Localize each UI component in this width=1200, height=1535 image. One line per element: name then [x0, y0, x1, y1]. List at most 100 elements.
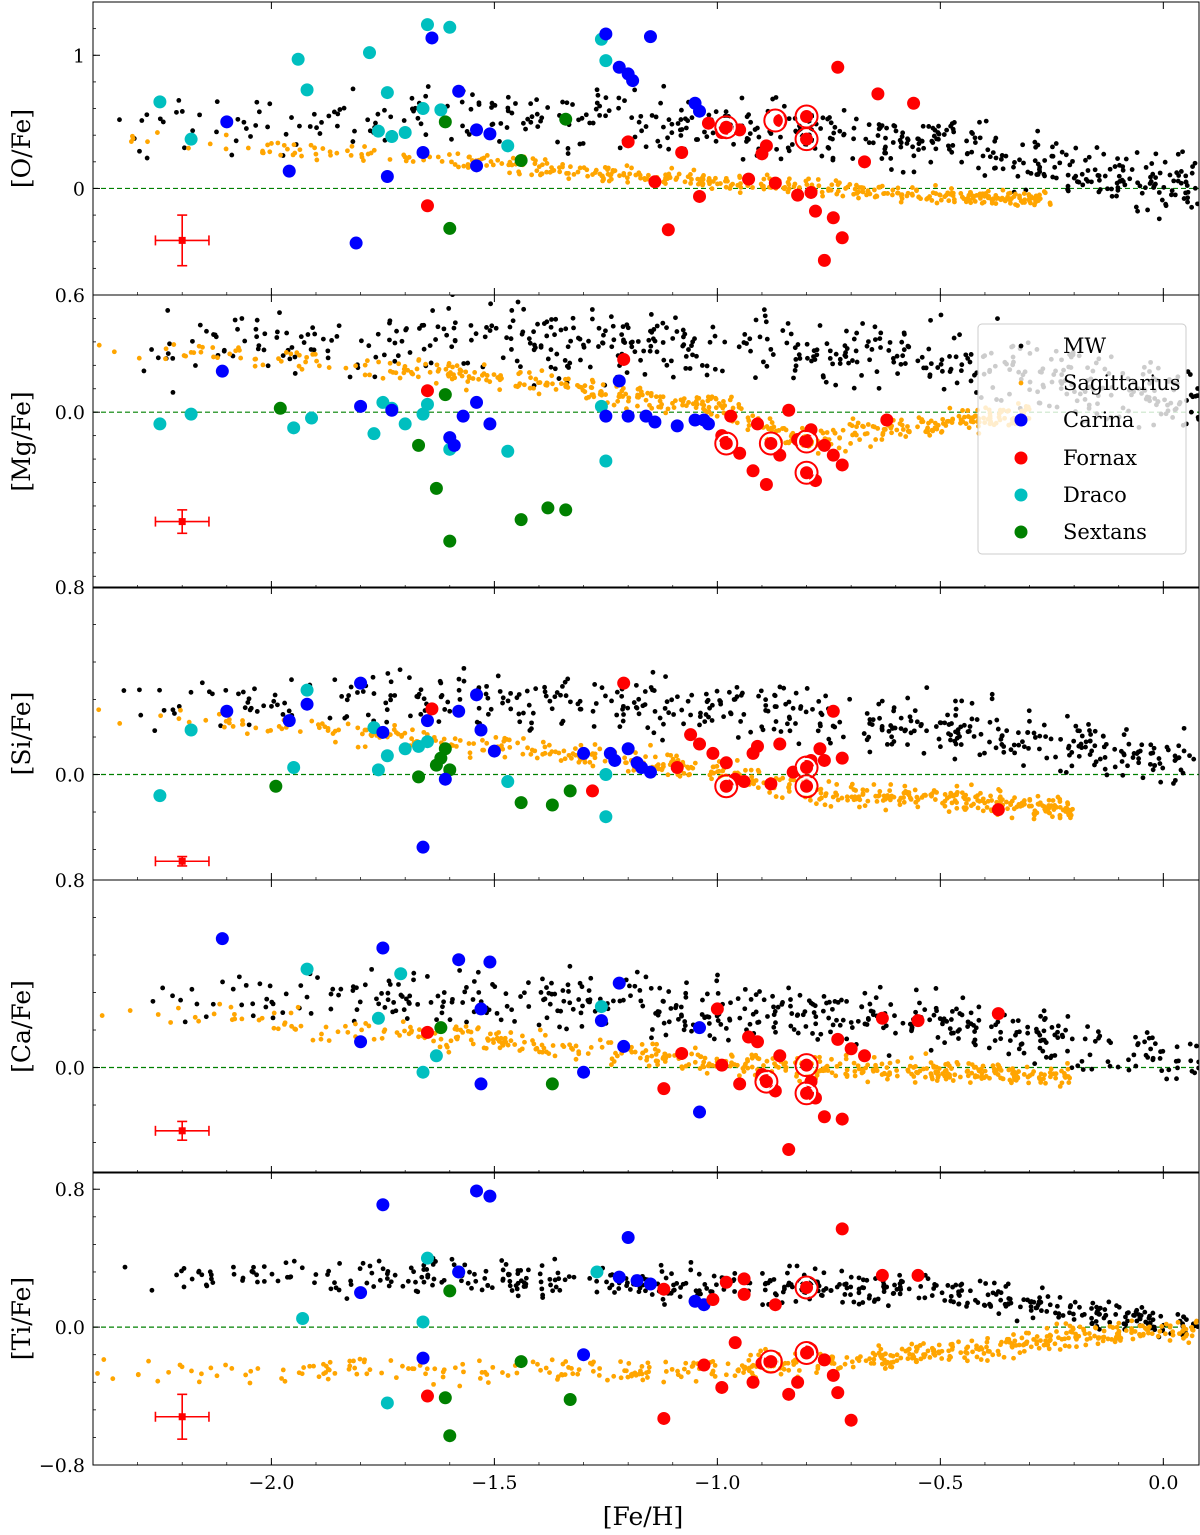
mw-point [597, 112, 603, 118]
mw-point [1017, 157, 1022, 163]
sagittarius-point [958, 191, 964, 196]
mw-point [814, 352, 820, 358]
mw-point [640, 1003, 646, 1009]
sagittarius-point [596, 1372, 602, 1378]
sagittarius-point [1034, 1334, 1040, 1339]
mw-point [712, 333, 718, 339]
draco-point [434, 103, 448, 117]
mw-point [611, 337, 617, 343]
mw-point [927, 1017, 933, 1023]
mw-point [513, 101, 518, 106]
mw-point [709, 1289, 715, 1295]
mw-point [1187, 753, 1192, 759]
mw-point [722, 339, 728, 345]
mw-point [392, 340, 398, 346]
mw-point [614, 689, 620, 695]
sagittarius-point [1082, 1331, 1088, 1337]
sagittarius-point [196, 1379, 202, 1385]
sagittarius-point [575, 169, 581, 175]
mw-point [141, 368, 147, 374]
mw-point [888, 156, 894, 161]
mw-point [1028, 170, 1034, 176]
sagittarius-point [693, 400, 699, 406]
mw-point [516, 692, 522, 697]
sagittarius-point [965, 1068, 971, 1074]
mw-point [388, 697, 394, 703]
sagittarius-point [885, 1076, 890, 1082]
mw-point [995, 1019, 1001, 1025]
mw-point [665, 135, 670, 141]
mw-point [664, 362, 670, 368]
sagittarius-point [618, 1375, 624, 1381]
sagittarius-point [597, 1366, 603, 1371]
fornax-point [657, 1082, 671, 1096]
mw-point [1157, 761, 1163, 766]
mw-point [809, 358, 814, 364]
mw-point [844, 328, 849, 334]
mw-point [482, 1275, 488, 1281]
mw-point [1191, 756, 1197, 762]
carina-point [577, 746, 591, 760]
mw-point [837, 356, 843, 362]
mw-point [877, 715, 882, 721]
mw-point [969, 700, 975, 706]
draco-point [291, 52, 305, 66]
mw-point [606, 108, 612, 114]
sagittarius-point [1074, 1344, 1079, 1350]
mw-point [1031, 730, 1037, 736]
mw-point [934, 1008, 939, 1014]
mw-point [856, 1275, 862, 1281]
carina-point [416, 840, 430, 854]
mw-point [346, 693, 352, 698]
sagittarius-point [851, 191, 857, 197]
mw-point [423, 93, 429, 99]
mw-point [765, 708, 771, 714]
sagittarius-point [954, 783, 960, 789]
sagittarius-point [615, 398, 621, 404]
mw-point [627, 1287, 633, 1292]
sagittarius-point [923, 1051, 929, 1057]
sagittarius-point [962, 414, 967, 420]
mw-point [919, 138, 925, 144]
sagittarius-point [645, 390, 651, 396]
mw-point [1114, 193, 1119, 199]
sagittarius-point [852, 1073, 858, 1079]
mw-point [1181, 196, 1187, 201]
mw-point [624, 1280, 630, 1286]
fornax-point [425, 702, 439, 716]
fornax-point [733, 1077, 747, 1091]
mw-point [560, 99, 565, 105]
carina-point [470, 395, 484, 409]
sagittarius-point [819, 795, 824, 801]
fornax-point [764, 777, 778, 791]
mw-point [1060, 1313, 1066, 1318]
mw-point [617, 724, 623, 730]
sagittarius-point [1041, 1342, 1047, 1348]
sagittarius-point [813, 801, 819, 807]
sagittarius-point [865, 422, 871, 427]
mw-point [711, 1036, 717, 1042]
mw-point [884, 742, 890, 747]
mw-point [824, 341, 830, 347]
mw-point [753, 317, 759, 323]
mw-point [891, 123, 897, 128]
sagittarius-point [845, 797, 850, 803]
sagittarius-point [687, 771, 693, 777]
mw-point [797, 356, 803, 361]
mw-point [394, 328, 399, 334]
mw-point [714, 978, 720, 984]
mw-point [625, 325, 631, 331]
mw-point [385, 990, 391, 996]
mw-point [971, 1022, 976, 1028]
mw-point [365, 117, 371, 123]
fornax-point [782, 1143, 796, 1157]
sagittarius-point [1065, 1074, 1071, 1079]
sextans-point [559, 503, 573, 517]
mw-point [709, 718, 715, 723]
mw-point [953, 706, 959, 712]
mw-point [771, 1024, 777, 1030]
mw-point [782, 1284, 787, 1290]
mw-point [604, 1279, 609, 1285]
sagittarius-point [723, 1372, 729, 1378]
sagittarius-point [1044, 807, 1050, 812]
